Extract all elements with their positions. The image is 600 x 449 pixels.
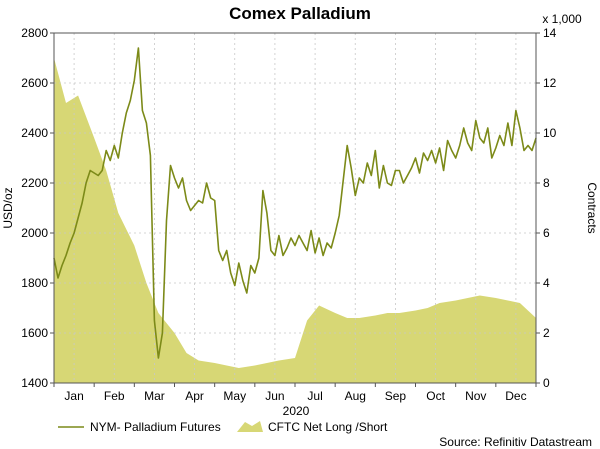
y-tick-label: 2600 [21,76,48,90]
y-tick-label: 1800 [21,276,48,290]
legend-label-palladium: NYM- Palladium Futures [90,420,221,434]
x-tick-label: Mar [144,389,165,403]
y-tick-label: 2800 [21,26,48,40]
y2-tick-label: 2 [543,326,550,340]
x-tick-label: Jul [307,389,322,403]
y-tick-label: 1600 [21,326,48,340]
y-tick-label: 2400 [21,126,48,140]
y-tick-label: 1400 [21,376,48,390]
series-area-cftc [54,58,536,383]
x-tick-label: Jan [64,389,83,403]
y2-multiplier-label: x 1,000 [542,12,582,26]
plot-area: 1400 1600 1800 2000 2200 2400 2600 2800 0 2 4 6 8 10 1… [21,26,556,403]
x-tick-label: Jun [265,389,284,403]
x-tick-label: Sep [385,389,407,403]
y2-tick-label: 4 [543,276,550,290]
x-axis-label: 2020 [283,404,310,418]
x-tick-label: Oct [426,389,445,403]
y2-tick-label: 12 [543,76,557,90]
y-tick-label: 2200 [21,176,48,190]
y2-tick-label: 6 [543,226,550,240]
y-tick-label: 2000 [21,226,48,240]
y-axis-label: USD/oz [1,187,15,228]
source-note: Source: Refinitiv Datastream [439,435,592,449]
legend-swatch-cftc [237,421,263,432]
y2-tick-label: 0 [543,376,550,390]
y2-axis-label: Contracts [585,182,599,233]
legend: NYM- Palladium Futures CFTC Net Long /Sh… [58,420,388,434]
y2-tick-label: 14 [543,26,557,40]
x-tick-label: Dec [505,389,526,403]
series-line-palladium [53,47,537,359]
y2-tick-label: 10 [543,126,557,140]
x-tick-label: Nov [465,389,486,403]
x-tick-label: Apr [185,389,204,403]
legend-label-cftc: CFTC Net Long /Short [268,420,388,434]
y2-tick-label: 8 [543,176,550,190]
x-tick-label: Aug [345,389,366,403]
chart-title: Comex Palladium [229,4,371,23]
x-tick-label: May [223,389,246,403]
x-tick-label: Feb [104,389,125,403]
